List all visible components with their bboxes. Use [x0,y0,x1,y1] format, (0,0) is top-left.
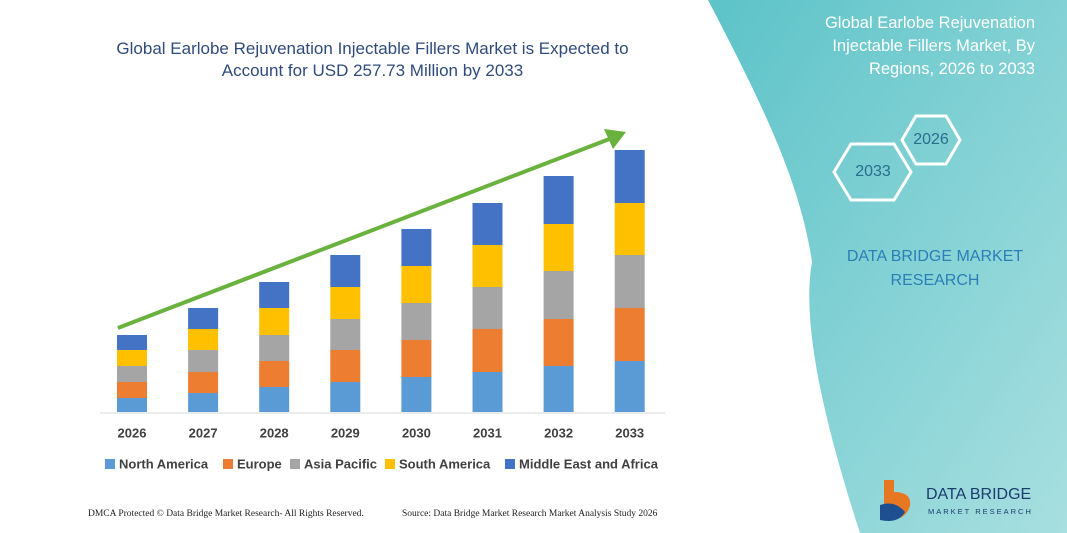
bar-segment [330,382,361,412]
legend-label: Middle East and Africa [519,456,659,471]
brand-text: DATA BRIDGE MARKET RESEARCH [846,248,1024,289]
bar-segment [472,203,503,245]
bar-segment [188,372,219,393]
legend-swatch [290,459,300,469]
bar-segment [117,366,147,382]
bar-segment [614,361,645,412]
hex-label: 2033 [855,163,891,180]
bar-segment [472,329,503,372]
bar-segment [259,335,290,361]
bar-segment [259,387,290,412]
bar-segment [614,150,645,203]
legend-swatch [105,459,115,469]
hexagon [900,114,962,166]
bar-segment [472,287,503,329]
logo [880,480,911,521]
panel-title: Global Earlobe Rejuvenation Injectable F… [824,14,1035,78]
trend-arrowhead [604,129,626,149]
bar-segment [330,350,361,382]
bar-segment [543,366,574,412]
bar-segment [401,340,432,377]
bar-segment [614,308,645,361]
bar-segment [117,398,147,412]
bar-segment [401,229,432,266]
x-tick-label: 2031 [473,425,502,440]
x-tick-label: 2030 [402,425,431,440]
x-tick-label: 2026 [118,425,147,440]
bar-segment [614,255,645,308]
x-tick-label: 2032 [544,425,573,440]
bar-segment [330,287,361,319]
legend-label: South America [399,456,491,471]
trend-arrow [117,136,613,330]
bar-segment [330,319,361,350]
bar-segment [543,176,574,224]
bar-segment [259,361,290,387]
bar-segment [188,350,219,372]
bar-segment [614,203,645,255]
bar-segment [401,377,432,412]
logo-name: DATA BRIDGE [926,486,1031,503]
bar-segment [188,393,219,412]
side-panel [708,0,1067,533]
x-tick-label: 2033 [615,425,644,440]
bar-segment [188,329,219,350]
bar-segment [543,271,574,319]
bar-segment [401,303,432,340]
legend-label: Asia Pacific [304,456,377,471]
legend-swatch [223,459,233,469]
bar-segment [543,319,574,366]
bar-segment [188,308,219,329]
footer-left: DMCA Protected © Data Bridge Market Rese… [88,509,364,519]
bar-segment [401,266,432,303]
logo-icon [880,503,905,521]
chart-title: Global Earlobe Rejuvenation Injectable F… [116,39,629,80]
legend-label: Europe [237,456,282,471]
hexagon [832,142,913,202]
x-tick-label: 2027 [189,425,218,440]
bar-segment [117,382,147,398]
legend-label: North America [119,456,209,471]
logo-tagline: MARKET RESEARCH [928,507,1033,516]
bar-segment [543,224,574,271]
bar-segment [472,245,503,287]
bar-segment [472,372,503,412]
legend-swatch [385,459,395,469]
x-tick-label: 2029 [331,425,360,440]
footer-right: Source: Data Bridge Market Research Mark… [402,509,658,519]
bar-segment [117,350,147,366]
bar-segment [259,282,290,308]
x-tick-label: 2028 [260,425,289,440]
hex-label: 2026 [913,131,949,148]
bar-segment [117,335,147,350]
bar-segment [330,255,361,287]
bar-segment [259,308,290,335]
legend-swatch [505,459,515,469]
